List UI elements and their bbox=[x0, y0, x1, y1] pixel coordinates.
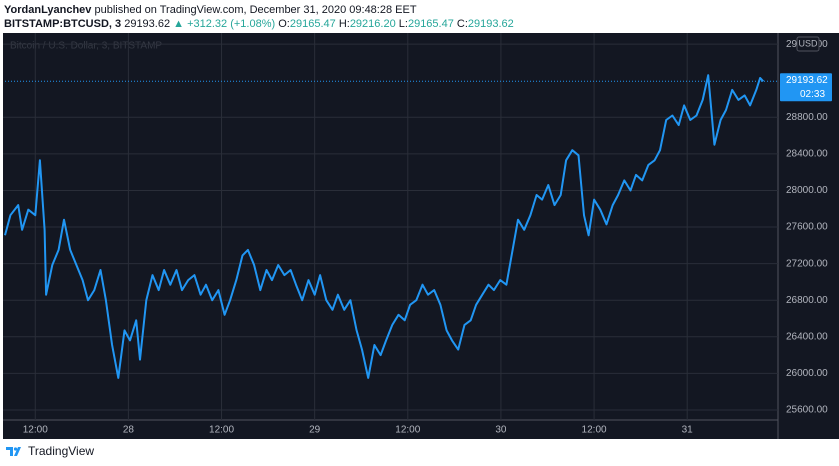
y-tick-label: 28400.00 bbox=[786, 149, 828, 160]
y-tick-label: 26400.00 bbox=[786, 331, 828, 342]
high: 29216.20 bbox=[349, 18, 396, 30]
logo bbox=[6, 447, 21, 456]
header-line: YordanLyanchev published on TradingView.… bbox=[4, 3, 514, 17]
x-tick-label: 12:00 bbox=[395, 425, 420, 436]
y-tick-label: 28800.00 bbox=[786, 112, 828, 123]
l-label: L: bbox=[398, 18, 408, 30]
published: published on TradingView.com, December 3… bbox=[94, 4, 417, 16]
c-label: C: bbox=[456, 18, 468, 30]
header-line: BITSTAMP:BTCUSD, 3 29193.62 ▲ +312.32 (+… bbox=[4, 17, 514, 31]
symbol: BITSTAMP:BTCUSD, 3 bbox=[4, 18, 122, 30]
chart: Bitcoin / U.S. Dollar, 3, BITSTAMP 25600… bbox=[3, 33, 839, 439]
x-tick-label: 12:00 bbox=[23, 425, 48, 436]
h-label: H: bbox=[338, 18, 350, 30]
currency-button bbox=[796, 36, 820, 52]
price-line bbox=[4, 74, 765, 379]
x-tick-label: 31 bbox=[682, 425, 694, 436]
chart-background bbox=[3, 33, 839, 439]
x-tick-label: 28 bbox=[123, 425, 135, 436]
header: YordanLyanchev published on TradingView.… bbox=[4, 3, 514, 31]
y-tick-label: 27200.00 bbox=[786, 258, 828, 269]
y-tick-label: 25600.00 bbox=[786, 405, 828, 416]
last-price-label: 29193.62 bbox=[786, 75, 828, 86]
watermark: Bitcoin / U.S. Dollar, 3, BITSTAMP bbox=[10, 41, 162, 52]
last-price-box bbox=[780, 73, 832, 102]
open: 29165.47 bbox=[289, 18, 336, 30]
close: 29193.62 bbox=[467, 18, 514, 30]
x-tick-label: 12:00 bbox=[209, 425, 234, 436]
y-tick-label: 26800.00 bbox=[786, 295, 828, 306]
author: YordanLyanchev bbox=[4, 4, 92, 16]
x-tick-label: 12:00 bbox=[582, 425, 607, 436]
y-tick-label: 27600.00 bbox=[786, 222, 828, 233]
x-tick-label: 30 bbox=[495, 425, 507, 436]
change: ▲ +312.32 (+1.08%) bbox=[173, 18, 276, 30]
price: 29193.62 bbox=[124, 18, 171, 30]
low: 29165.47 bbox=[407, 18, 454, 30]
footer: TradingView bbox=[6, 444, 94, 458]
currency: USD bbox=[798, 38, 818, 48]
o-label: O: bbox=[278, 18, 290, 30]
y-tick-label: 28000.00 bbox=[786, 185, 828, 196]
y-tick-label: 26000.00 bbox=[786, 368, 828, 379]
x-tick-label: 29 bbox=[309, 425, 321, 436]
brand: TradingView bbox=[28, 444, 95, 458]
countdown: 02:33 bbox=[800, 89, 825, 100]
